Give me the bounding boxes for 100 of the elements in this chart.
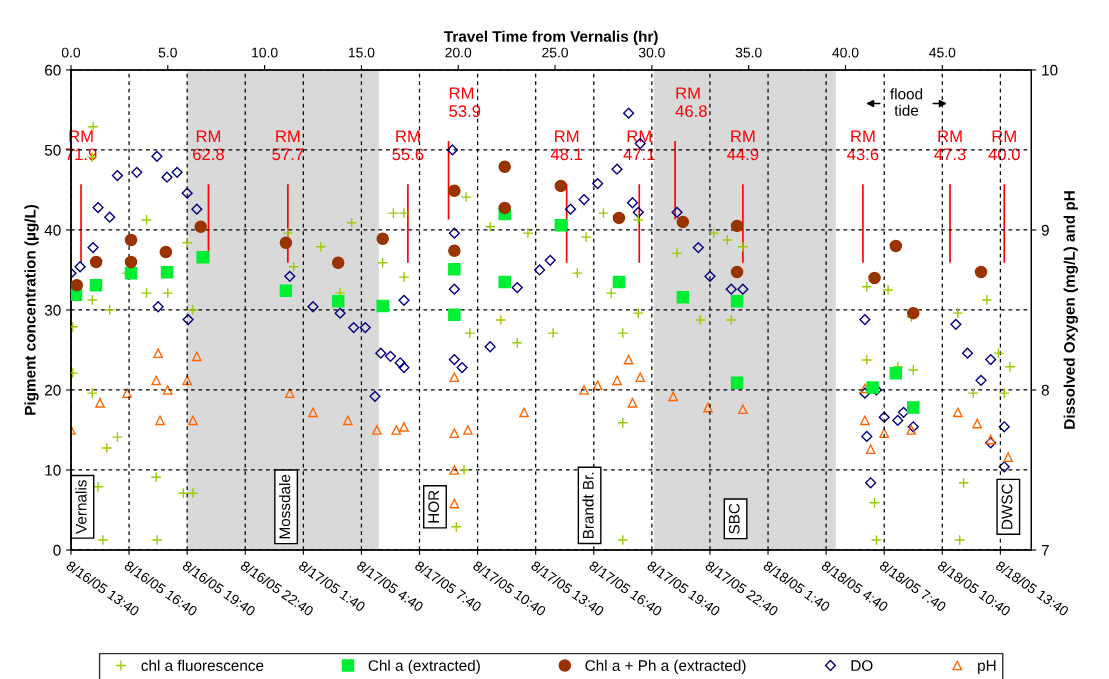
y-axis-title: Pigment concentration (µg/L) — [24, 204, 39, 415]
point — [153, 348, 163, 359]
y2-axis-title: Dissolved Oxygen (mg/L) and pH — [1063, 191, 1078, 429]
point — [191, 351, 202, 362]
point — [194, 220, 207, 234]
point — [151, 375, 162, 386]
legend-label: DO — [851, 660, 873, 671]
y-tick-label: 50 — [44, 144, 61, 156]
point — [498, 201, 511, 215]
point — [676, 290, 690, 304]
y2-tick-label: 9 — [1041, 224, 1049, 236]
point — [95, 397, 105, 408]
point — [627, 397, 638, 408]
point — [124, 255, 138, 269]
point — [730, 294, 744, 308]
point — [879, 428, 890, 439]
annotation: HOR — [428, 490, 440, 523]
point — [974, 265, 988, 279]
legend-label: Chl a (extracted) — [368, 659, 480, 674]
point — [889, 239, 903, 253]
y-tick-label: 40 — [44, 224, 61, 236]
ref-line-label: RM 53.9 — [449, 87, 481, 117]
point — [182, 375, 193, 386]
ref-line-label: RM 47.1 — [623, 130, 655, 161]
x-tick-label: 10.0 — [252, 47, 278, 58]
point — [343, 415, 353, 426]
point — [391, 425, 402, 435]
point — [972, 418, 983, 429]
point — [635, 372, 646, 383]
point — [448, 262, 461, 276]
x-tick-label: 0.0 — [61, 47, 81, 58]
ref-line-label: RM 62.8 — [193, 130, 224, 161]
annotation: Brandt Br. — [582, 472, 594, 539]
point — [70, 278, 84, 292]
point — [612, 375, 622, 386]
y-tick-label: 30 — [44, 304, 61, 316]
point — [188, 415, 198, 426]
x-tick-label: 45.0 — [929, 47, 956, 58]
y2-tick-label: 8 — [1041, 384, 1049, 396]
point — [160, 266, 174, 279]
point — [331, 294, 345, 308]
y-tick-label: 60 — [45, 64, 61, 76]
point — [859, 415, 870, 426]
point — [730, 219, 744, 233]
y2-tick-label: 10 — [1042, 64, 1058, 76]
annotation: SBC — [728, 503, 740, 534]
ref-line-label: RM 46.8 — [675, 87, 707, 117]
point — [308, 407, 318, 418]
point — [889, 366, 903, 380]
point — [449, 465, 460, 475]
point — [155, 415, 165, 426]
point — [449, 372, 460, 383]
point — [448, 244, 461, 258]
x-tick-label: 25.0 — [542, 47, 569, 58]
x-tick-label: 20.0 — [445, 47, 472, 58]
point — [519, 407, 529, 418]
point — [612, 211, 626, 225]
ref-line-label: RM 55.6 — [392, 130, 424, 161]
point — [623, 354, 634, 365]
annotation: Vernalis — [75, 480, 87, 534]
point — [279, 284, 293, 298]
point — [730, 265, 744, 279]
point — [448, 308, 461, 322]
point — [868, 271, 881, 285]
point — [89, 255, 103, 269]
annotation: flood tide — [890, 88, 923, 116]
point — [89, 278, 103, 292]
legend-label: pH — [978, 660, 996, 674]
ref-line-label: RM 48.1 — [550, 130, 583, 161]
point — [279, 236, 293, 250]
x-axis-title: Travel Time from Vernalis (hr) — [444, 30, 658, 45]
point — [866, 381, 879, 394]
ref-line-label: RM 43.6 — [847, 130, 879, 161]
point — [738, 404, 748, 415]
point — [906, 425, 917, 435]
point — [162, 385, 173, 395]
point — [449, 428, 460, 439]
point — [376, 232, 389, 246]
point — [554, 218, 568, 232]
annotation: DWSC — [1001, 484, 1013, 529]
x-tick-label: 40.0 — [832, 47, 859, 58]
y-tick-label: 10 — [45, 464, 61, 476]
annotation: Mossdale — [278, 474, 291, 539]
point — [463, 425, 473, 435]
point — [579, 385, 589, 395]
x-tick-label: 30.0 — [638, 47, 665, 58]
point — [498, 275, 511, 289]
point — [498, 160, 511, 173]
point — [730, 376, 744, 390]
point — [376, 299, 389, 313]
point — [554, 179, 568, 193]
point — [668, 391, 679, 402]
point — [448, 184, 461, 198]
y2-tick-label: 7 — [1041, 545, 1049, 556]
point — [122, 388, 132, 399]
x-tick-label: 5.0 — [158, 47, 177, 58]
point — [331, 256, 345, 270]
point — [952, 407, 963, 418]
point — [907, 306, 920, 320]
ref-line-label: RM 47.3 — [934, 130, 966, 161]
